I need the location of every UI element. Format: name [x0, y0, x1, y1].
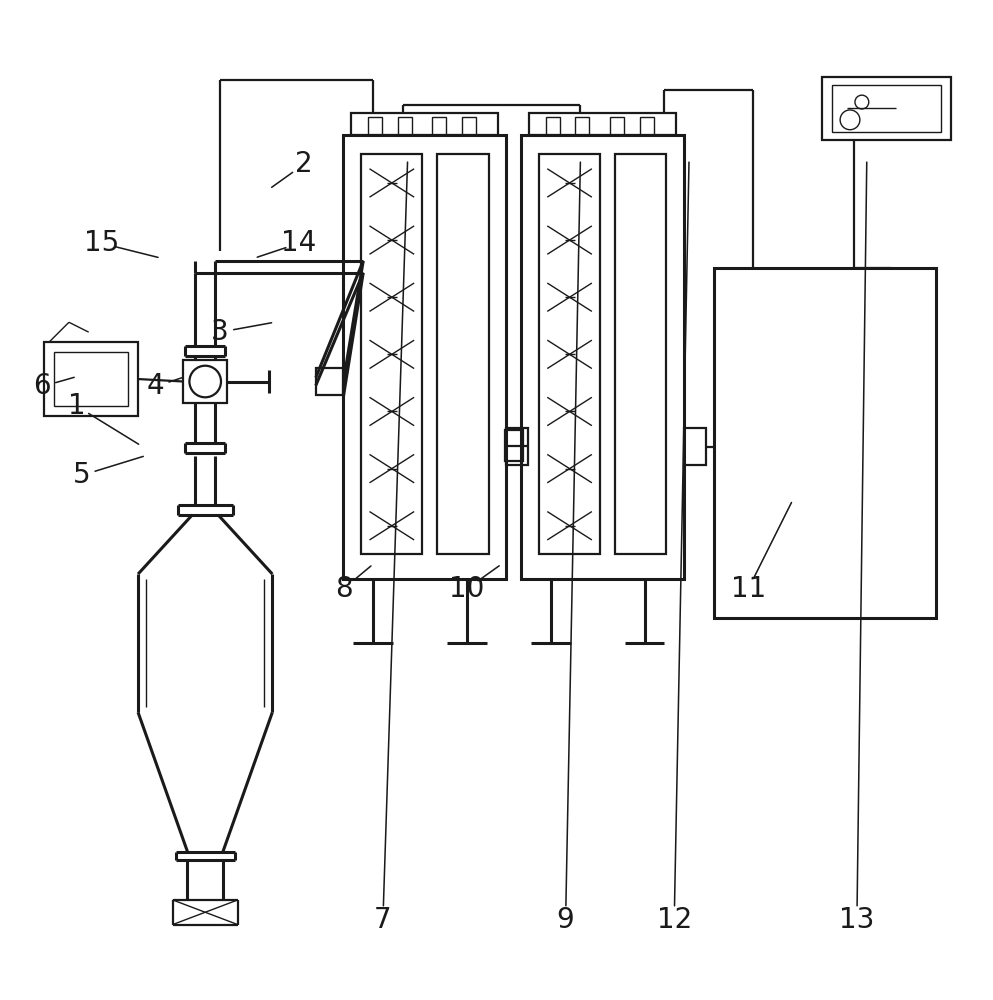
Bar	[45, 342, 138, 416]
Bar	[832, 85, 940, 132]
Text: 3: 3	[212, 318, 229, 346]
Bar	[714, 268, 936, 618]
Bar	[546, 117, 560, 135]
Text: 15: 15	[83, 229, 119, 257]
Bar	[184, 360, 227, 403]
Bar	[610, 117, 624, 135]
Text: 14: 14	[281, 229, 317, 257]
Text: 6: 6	[34, 372, 51, 400]
Bar	[361, 154, 422, 554]
Text: 5: 5	[72, 461, 90, 489]
Bar	[529, 113, 676, 135]
Bar	[344, 135, 506, 579]
Bar	[576, 117, 589, 135]
Bar	[521, 135, 684, 579]
Text: 9: 9	[557, 906, 575, 934]
Bar	[437, 154, 489, 554]
Bar	[639, 117, 653, 135]
Bar	[506, 428, 528, 465]
Bar	[504, 430, 522, 461]
Text: 7: 7	[374, 906, 392, 934]
Bar	[432, 117, 446, 135]
Bar	[398, 117, 411, 135]
Text: 2: 2	[295, 150, 313, 178]
Text: 13: 13	[839, 906, 875, 934]
Bar	[462, 117, 476, 135]
Text: 8: 8	[335, 575, 353, 603]
Bar	[55, 352, 128, 406]
Text: 4: 4	[147, 372, 165, 400]
Text: 1: 1	[69, 392, 85, 420]
Bar	[822, 77, 950, 140]
Bar	[316, 368, 344, 395]
Bar	[615, 154, 666, 554]
Text: 12: 12	[656, 906, 692, 934]
Bar	[684, 428, 706, 465]
Bar	[368, 117, 382, 135]
Bar	[352, 113, 498, 135]
Bar	[539, 154, 600, 554]
Text: 11: 11	[731, 575, 766, 603]
Text: 10: 10	[449, 575, 485, 603]
